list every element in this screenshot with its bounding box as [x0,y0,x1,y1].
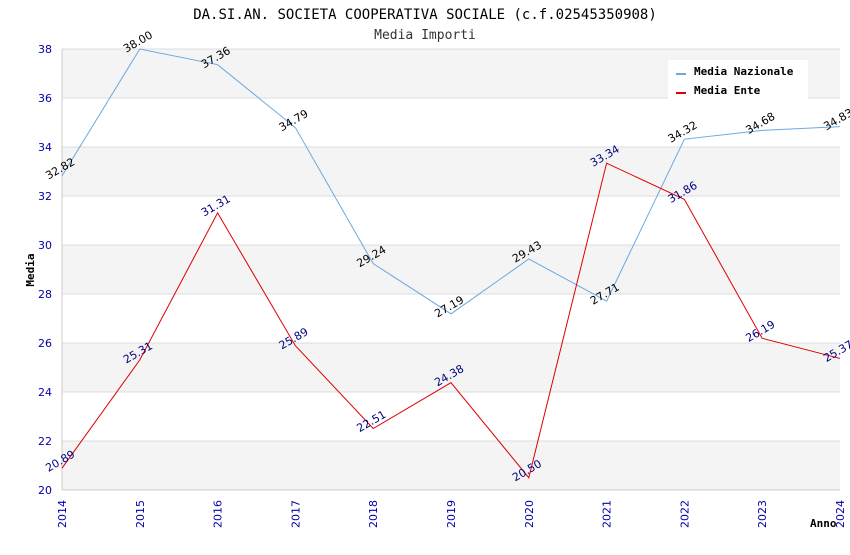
legend: Media Nazionale Media Ente [668,60,808,100]
x-tick-label: 2021 [601,500,614,528]
grid-lines [62,48,840,491]
x-axis-label: Anno [810,517,837,530]
legend-label-media-nazionale: Media Nazionale [694,65,794,78]
grid-band [62,343,840,392]
x-tick-label: 2017 [289,500,302,528]
y-tick-label: 32 [38,190,52,203]
grid-band [62,294,840,343]
grid-band [62,196,840,245]
y-tick-label: 36 [38,92,52,105]
series-group [61,48,841,479]
grid-bands [62,49,840,490]
y-tick-label: 34 [38,141,52,154]
y-axis-label: Media [24,253,37,286]
grid-band [62,98,840,147]
y-tick-label: 28 [38,288,52,301]
x-tick-label: 2019 [445,500,458,528]
legend-background [668,60,808,100]
x-tick-label: 2023 [756,500,769,528]
chart-title: DA.SI.AN. SOCIETA COOPERATIVA SOCIALE (c… [193,7,657,23]
y-tick-label: 20 [38,484,52,497]
y-tick-label: 22 [38,435,52,448]
x-tick-label: 2016 [212,500,225,528]
grid-band [62,245,840,294]
x-tick-label: 2020 [523,500,536,528]
x-tick-label: 2015 [134,500,147,528]
x-tick-label: 2022 [678,500,691,528]
x-tick-label: 2018 [367,500,380,528]
chart-subtitle: Media Importi [374,28,476,43]
y-tick-label: 38 [38,43,52,56]
grid-band [62,441,840,490]
y-tick-label: 26 [38,337,52,350]
legend-label-media-ente: Media Ente [694,84,761,97]
series-line-media-ente [61,162,841,479]
x-tick-label: 2014 [56,500,69,528]
y-tick-label: 24 [38,386,52,399]
y-tick-labels: 20 22 24 26 28 30 32 34 36 38 [38,43,52,497]
grid-band [62,147,840,196]
series-line-media-nazionale [61,48,841,315]
x-tick-labels: 2014 2015 2016 2017 2018 2019 2020 2021 2022 2023… [56,500,847,528]
x-tick-label: 2024 [834,500,847,528]
y-tick-label: 30 [38,239,52,252]
grid-band [62,392,840,441]
